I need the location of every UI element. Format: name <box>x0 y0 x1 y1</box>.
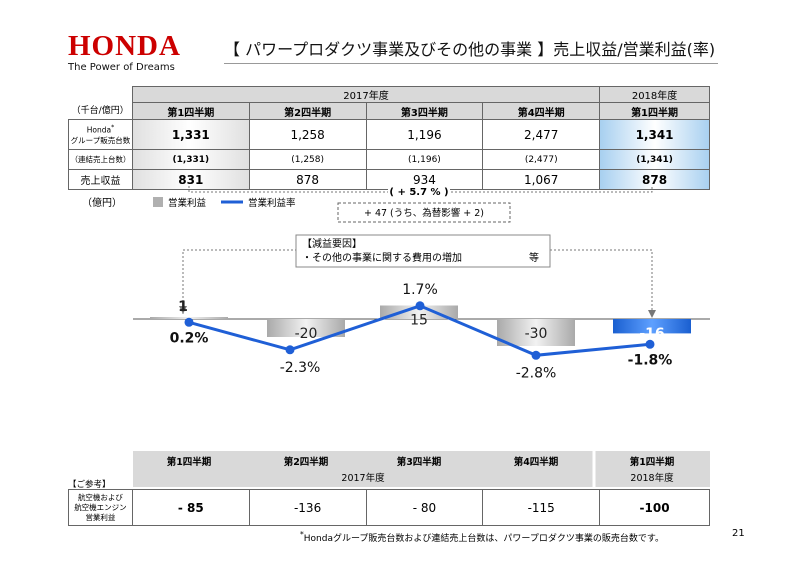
reason-connector-left <box>182 249 296 314</box>
axis-quarter-label: 第2四半期 <box>284 456 329 468</box>
legend-line-label: 営業利益率 <box>248 197 296 209</box>
axis-year-2018: 2018年度 <box>630 472 674 484</box>
revenue-cell: 831 <box>131 169 250 190</box>
reference-cell: - 85 <box>131 489 250 526</box>
profit-bar-label: 15 <box>410 313 428 329</box>
ratio-point <box>531 350 541 360</box>
ratio-labels: 0.2% -2.3% 1.7% -2.8% -1.8% <box>170 282 673 382</box>
ratio-point <box>184 317 194 327</box>
bar-labels: 1 -20 15 -30 -16 <box>178 299 665 342</box>
arrow-head-left <box>179 306 187 314</box>
bar-series <box>150 305 691 346</box>
profit-bar-label: -20 <box>295 326 318 342</box>
quarter-axis-band <box>133 451 710 487</box>
reference-cell: -115 <box>482 489 601 526</box>
ratio-points <box>184 301 655 360</box>
page-title: 【 パワープロダクツ事業及びその他の事業 】売上収益/営業利益(率) <box>224 40 716 59</box>
revenue-change-bg <box>388 184 450 198</box>
consolidated-units-cell: (1,331) <box>131 149 250 170</box>
revenue-label: 売上収益 <box>68 169 133 190</box>
reason-etc: 等 <box>529 251 539 264</box>
reference-title: 【ご参考】 <box>68 480 111 490</box>
title-rule <box>224 63 718 64</box>
profit-bar <box>613 319 691 334</box>
sales-units-cell: 1,258 <box>248 119 367 150</box>
axis-quarter-label: 第4四半期 <box>514 456 559 468</box>
axis-quarter-label: 第1四半期 <box>167 456 212 468</box>
reason-connector-right <box>550 249 653 310</box>
ratio-point <box>645 339 655 349</box>
reference-label: 航空機および 航空機エンジン 営業利益 <box>68 489 133 526</box>
delta-box <box>337 202 511 223</box>
quarter-header: 第1四半期 <box>599 102 710 120</box>
tagline: The Power of Dreams <box>68 62 175 73</box>
footnote: *Hondaグループ販売台数および連結売上台数は、パワープロダクツ事業の販売台数… <box>300 530 664 544</box>
reference-cell: -136 <box>248 489 367 526</box>
reason-box <box>295 234 551 268</box>
revenue-cell: 1,067 <box>482 169 601 190</box>
axis-year-2017: 2017年度 <box>341 472 385 484</box>
profit-bar <box>497 319 575 346</box>
revenue-change-label: ( + 5.7 % ) <box>389 187 448 198</box>
reason-item: ・その他の事業に関する費用の増加 <box>302 251 462 264</box>
reference-cell: -100 <box>599 489 710 526</box>
unit-label: （千台/億円） <box>71 105 129 116</box>
profit-bar-label: 1 <box>178 299 188 315</box>
profit-bar <box>267 319 345 337</box>
sales-units-label: Honda* グループ販売台数 <box>68 119 133 150</box>
ratio-label: 0.2% <box>170 330 209 346</box>
profit-bar-label: -30 <box>525 326 548 342</box>
sales-units-cell: 2,477 <box>482 119 601 150</box>
reference-table: 航空機および 航空機エンジン 営業利益 - 85 -136 - 80 -115 … <box>68 489 710 526</box>
reason-title: 【減益要因】 <box>302 237 362 250</box>
legend-bar-label: 営業利益 <box>168 197 207 209</box>
ratio-label: -2.8% <box>516 365 557 381</box>
revenue-cell: 878 <box>248 169 367 190</box>
reference-cell: - 80 <box>365 489 484 526</box>
quarter-header: 第4四半期 <box>482 102 601 120</box>
honda-logo: HONDA <box>68 30 181 62</box>
delta-box-text: + 47 (うち、為替影響 + 2) <box>364 207 484 219</box>
axis-quarter-label: 第1四半期 <box>630 456 675 468</box>
quarter-header: 第3四半期 <box>365 102 484 120</box>
axis-quarter-label: 第3四半期 <box>397 456 442 468</box>
ratio-label: -1.8% <box>628 352 673 368</box>
profit-bar-label: -16 <box>639 326 664 342</box>
ratio-label: -2.3% <box>280 360 321 376</box>
year-2017-header: 2017年度 <box>131 86 601 103</box>
profit-bar <box>380 305 458 319</box>
legend-bar-swatch <box>153 197 163 207</box>
ratio-label: 1.7% <box>402 282 438 298</box>
chart-unit-label: （億円） <box>82 196 122 209</box>
sales-table: 2017年度 2018年度 （千台/億円） 第1四半期 第2四半期 第3四半期 … <box>68 86 710 190</box>
ratio-point <box>285 345 295 355</box>
sales-units-cell: 1,331 <box>131 119 250 150</box>
revenue-cell: 878 <box>599 169 710 190</box>
ratio-point <box>415 301 425 311</box>
arrow-head-right <box>648 310 656 318</box>
page-number: 21 <box>732 528 745 539</box>
axis-quarter-labels: 第1四半期 第2四半期 第3四半期 第4四半期 第1四半期 <box>167 456 675 468</box>
